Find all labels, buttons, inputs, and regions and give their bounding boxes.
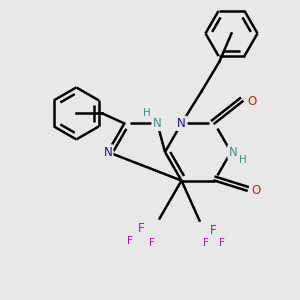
Text: F: F [138, 222, 145, 235]
Text: N: N [103, 146, 112, 158]
Text: H: H [239, 155, 247, 165]
Text: N: N [153, 117, 162, 130]
Text: F: F [219, 238, 224, 248]
Text: O: O [248, 95, 257, 108]
Text: H: H [143, 108, 151, 118]
Text: F: F [202, 238, 208, 248]
Text: F: F [210, 224, 217, 237]
Text: O: O [252, 184, 261, 197]
Text: F: F [148, 238, 154, 248]
Text: N: N [177, 117, 186, 130]
Text: N: N [229, 146, 237, 158]
Text: F: F [127, 236, 132, 246]
